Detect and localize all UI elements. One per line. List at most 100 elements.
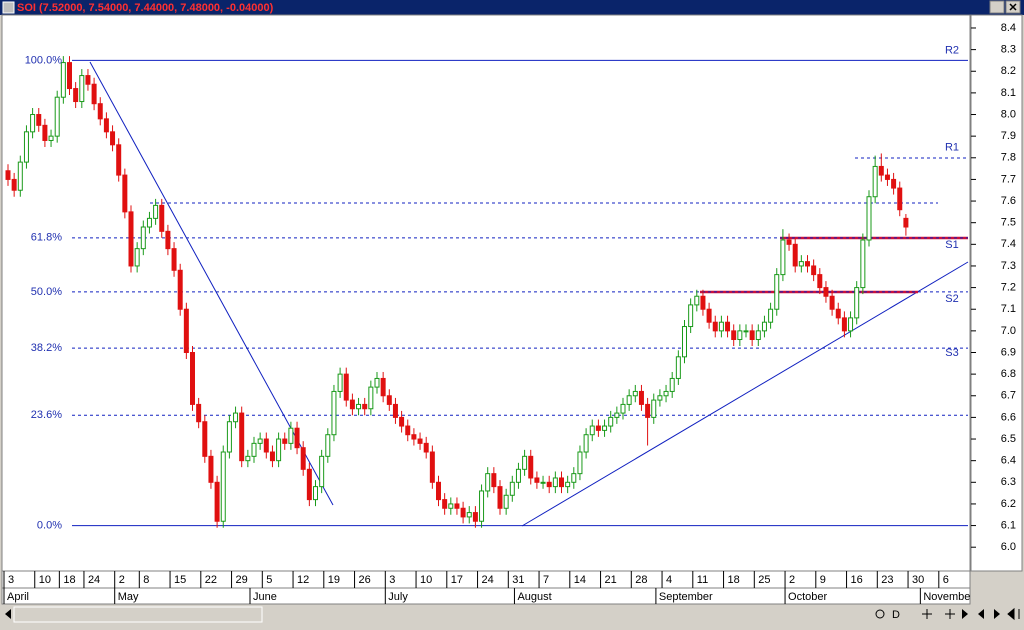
candle-body: [42, 124, 48, 141]
candle-body: [817, 274, 823, 289]
candle-body: [528, 455, 534, 479]
candle-body: [774, 274, 780, 310]
month-label: August: [517, 591, 551, 603]
level-label: R2: [945, 44, 959, 56]
candle-body: [5, 170, 11, 180]
candle-body: [423, 442, 429, 453]
y-tick-label: 7.3: [1001, 260, 1016, 272]
candle-body: [595, 425, 601, 431]
candle-body: [645, 403, 651, 418]
level-label: R1: [945, 142, 959, 154]
candle-body: [97, 103, 103, 120]
scroll-left[interactable]: [5, 609, 11, 619]
candle-body: [276, 438, 282, 462]
toolbar-d[interactable]: D: [892, 609, 900, 621]
candle-body: [718, 321, 724, 332]
candle-body: [116, 144, 122, 176]
candle-body: [282, 438, 288, 444]
candle-body: [343, 373, 349, 401]
candle-body: [380, 377, 386, 397]
candle-body: [11, 178, 17, 191]
nav-right[interactable]: [994, 609, 1000, 619]
candle-body: [725, 321, 731, 332]
candle-body: [884, 174, 890, 180]
scroll-thumb[interactable]: [13, 606, 263, 623]
up-trendline: [521, 261, 969, 527]
cross-tool[interactable]: [945, 609, 955, 619]
candle-body: [146, 217, 152, 228]
title-bar: [0, 0, 1024, 15]
fib-label: 50.0%: [31, 286, 62, 298]
y-tick-label: 6.2: [1001, 498, 1016, 510]
y-tick-label: 7.7: [1001, 173, 1016, 185]
y-tick-label: 6.8: [1001, 368, 1016, 380]
candle-body: [48, 135, 54, 141]
candle-body: [805, 261, 810, 267]
month-label: April: [7, 591, 29, 603]
scroll-right[interactable]: [962, 609, 968, 619]
y-tick-label: 7.1: [1001, 303, 1016, 315]
candle-body: [682, 326, 687, 358]
restore-button[interactable]: [989, 0, 1005, 14]
candle-body: [251, 442, 257, 457]
y-tick-label: 8.0: [1001, 108, 1016, 120]
month-label: October: [788, 591, 827, 603]
candle-body: [386, 395, 392, 405]
candle-body: [866, 196, 872, 241]
candle-body: [405, 425, 411, 436]
candle-body: [319, 455, 325, 488]
candle-body: [214, 481, 220, 522]
x-tick-label: 5: [266, 574, 272, 586]
x-tick-label: 30: [912, 574, 924, 586]
candle-body: [208, 455, 214, 483]
candle-body: [368, 386, 374, 410]
candle-body: [177, 269, 183, 310]
candle-body: [854, 287, 860, 319]
nav-left[interactable]: [978, 609, 984, 619]
candle-body: [589, 425, 595, 436]
y-tick-label: 6.7: [1001, 390, 1016, 402]
y-tick-label: 8.3: [1001, 44, 1016, 56]
y-tick-label: 8.1: [1001, 87, 1016, 99]
x-tick-label: 3: [8, 574, 14, 586]
pan-tool[interactable]: [922, 609, 932, 619]
x-tick-label: 25: [758, 574, 770, 586]
candle-body: [860, 239, 866, 289]
x-tick-label: 14: [574, 574, 586, 586]
candle-body: [460, 507, 466, 518]
candle-body: [294, 427, 300, 449]
candle-body: [620, 403, 626, 414]
y-tick-label: 7.2: [1001, 281, 1016, 293]
nav-end[interactable]: [1007, 607, 1020, 621]
candle-body: [651, 399, 657, 418]
x-tick-label: 29: [236, 574, 248, 586]
candle-body: [472, 512, 478, 522]
candle-body: [835, 308, 841, 319]
candle-body: [755, 330, 761, 341]
candle-body: [288, 427, 294, 444]
x-tick-label: 18: [63, 574, 75, 586]
month-label: May: [118, 591, 139, 603]
y-tick-label: 6.9: [1001, 346, 1016, 358]
candle-body: [306, 468, 312, 501]
x-tick-label: 10: [420, 574, 432, 586]
y-tick-label: 6.5: [1001, 433, 1016, 445]
x-tick-label: 23: [881, 574, 893, 586]
candle-body: [23, 131, 29, 163]
candle-body: [663, 390, 669, 397]
candle-body: [67, 62, 72, 90]
candle-body: [540, 481, 546, 484]
month-label: June: [253, 591, 277, 603]
zoom-tool[interactable]: [875, 609, 885, 619]
candle-body: [608, 416, 614, 427]
candle-body: [436, 481, 441, 501]
x-tick-label: 9: [820, 574, 826, 586]
y-tick-label: 7.8: [1001, 152, 1016, 164]
candle-body: [491, 473, 497, 488]
window-icon: [2, 1, 15, 14]
candle-body: [30, 114, 36, 133]
candle-body: [903, 217, 909, 228]
month-label: July: [388, 591, 408, 603]
x-tick-label: 24: [482, 574, 494, 586]
x-tick-label: 7: [543, 574, 549, 586]
